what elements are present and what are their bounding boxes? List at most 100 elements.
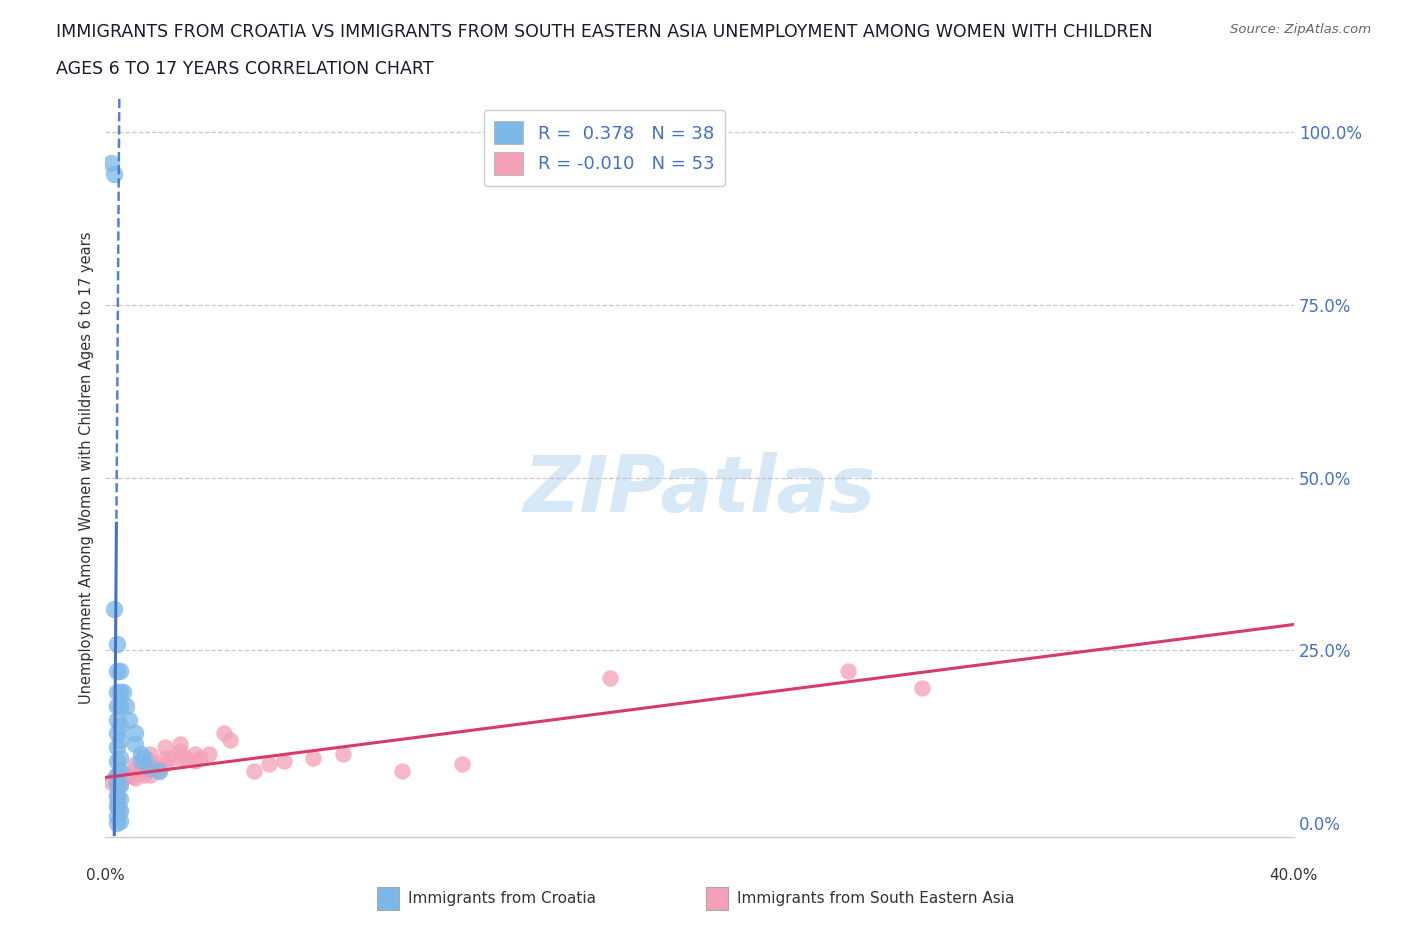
Point [105, 782, 128, 797]
Point [190, 751, 212, 765]
Point [103, 166, 125, 181]
Text: Source: ZipAtlas.com: Source: ZipAtlas.com [1230, 23, 1371, 36]
Point [103, 771, 125, 786]
Y-axis label: Unemployment Among Women with Children Ages 6 to 17 years: Unemployment Among Women with Children A… [79, 231, 94, 704]
Point [112, 684, 135, 699]
Point [124, 762, 146, 777]
Point [153, 751, 176, 765]
Point [159, 751, 181, 765]
Point [105, 664, 128, 679]
Point [105, 788, 128, 803]
Point [139, 761, 162, 776]
Point [148, 764, 170, 778]
Point [139, 761, 162, 776]
Point [129, 747, 152, 762]
Point [183, 747, 205, 762]
Point [145, 761, 167, 776]
Point [105, 767, 128, 782]
Point [110, 771, 132, 786]
Point [105, 777, 128, 792]
Point [124, 757, 146, 772]
Point [110, 719, 132, 734]
Text: AGES 6 TO 17 YEARS CORRELATION CHART: AGES 6 TO 17 YEARS CORRELATION CHART [56, 60, 433, 78]
Point [105, 712, 128, 727]
Point [169, 751, 191, 765]
Point [391, 764, 413, 778]
Point [302, 751, 325, 765]
Point [183, 753, 205, 768]
Point [110, 664, 132, 679]
Point [124, 771, 146, 786]
Point [118, 712, 141, 727]
Point [115, 698, 138, 713]
Point [837, 664, 859, 679]
Point [110, 764, 132, 778]
Point [257, 757, 280, 772]
Text: Immigrants from South Eastern Asia: Immigrants from South Eastern Asia [737, 891, 1014, 906]
Point [129, 761, 152, 776]
Point [105, 767, 128, 782]
Point [174, 751, 197, 765]
Point [121, 769, 143, 784]
Point [243, 764, 266, 778]
Point [100, 156, 122, 171]
Point [911, 681, 934, 696]
Point [110, 733, 132, 748]
Point [105, 698, 128, 713]
Legend: R =  0.378   N = 38, R = -0.010   N = 53: R = 0.378 N = 38, R = -0.010 N = 53 [484, 111, 725, 186]
Point [214, 726, 236, 741]
Point [105, 799, 128, 814]
Point [110, 814, 132, 829]
Text: 0.0%: 0.0% [86, 868, 125, 883]
Point [110, 777, 132, 792]
Point [129, 753, 152, 768]
Point [103, 602, 125, 617]
Point [139, 747, 162, 762]
Point [148, 764, 170, 778]
Point [110, 804, 132, 818]
Point [153, 739, 176, 754]
Point [132, 767, 155, 782]
Point [100, 775, 122, 790]
Point [124, 737, 146, 751]
Text: ZIPatlas: ZIPatlas [523, 451, 876, 527]
Point [132, 751, 155, 765]
Point [105, 777, 128, 792]
Point [105, 809, 128, 824]
Point [110, 751, 132, 765]
Point [105, 636, 128, 651]
Point [105, 788, 128, 803]
Point [105, 775, 128, 790]
Point [105, 739, 128, 754]
Point [110, 802, 132, 817]
Point [110, 791, 132, 806]
Point [105, 799, 128, 814]
Point [219, 733, 242, 748]
Point [110, 684, 132, 699]
Point [110, 698, 132, 713]
Point [105, 793, 128, 808]
Point [105, 816, 128, 830]
Point [139, 753, 162, 768]
Point [169, 743, 191, 758]
Text: Immigrants from Croatia: Immigrants from Croatia [408, 891, 596, 906]
Text: IMMIGRANTS FROM CROATIA VS IMMIGRANTS FROM SOUTH EASTERN ASIA UNEMPLOYMENT AMONG: IMMIGRANTS FROM CROATIA VS IMMIGRANTS FR… [56, 23, 1153, 41]
Point [139, 767, 162, 782]
Point [450, 757, 472, 772]
Point [110, 764, 132, 778]
Point [599, 671, 621, 685]
Point [105, 771, 128, 786]
Point [112, 771, 135, 786]
Point [273, 753, 295, 768]
Text: 40.0%: 40.0% [1270, 868, 1317, 883]
Point [110, 777, 132, 792]
Point [118, 767, 141, 782]
Point [115, 769, 138, 784]
Point [153, 757, 176, 772]
Point [105, 726, 128, 741]
Point [105, 753, 128, 768]
Point [198, 747, 221, 762]
Point [105, 684, 128, 699]
Point [169, 737, 191, 751]
Point [332, 747, 354, 762]
